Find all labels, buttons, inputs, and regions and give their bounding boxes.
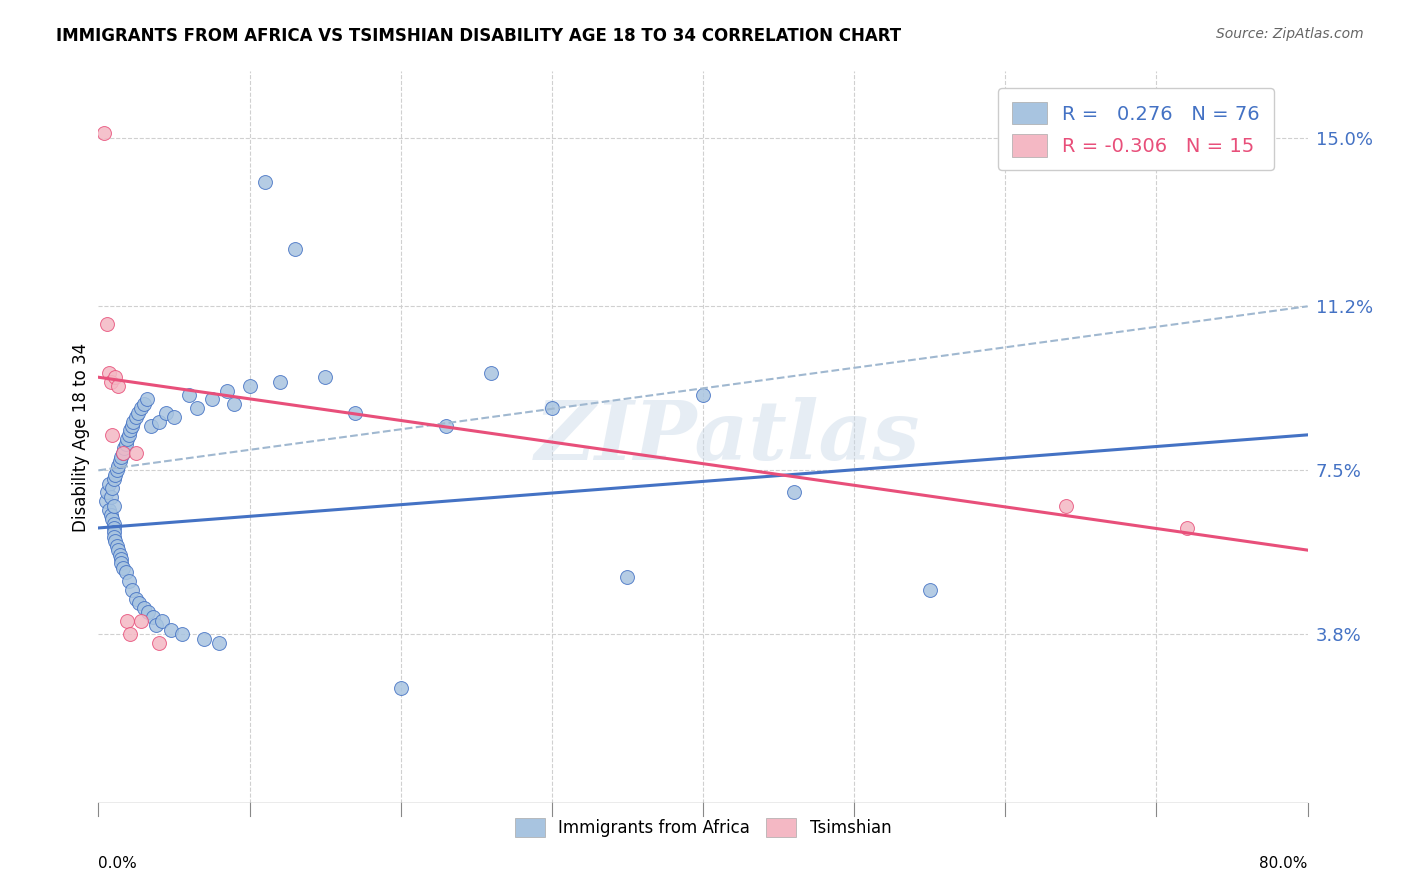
Point — [918, 582, 941, 597]
Text: 80.0%: 80.0% — [1260, 856, 1308, 871]
Point — [121, 582, 143, 597]
Point — [93, 127, 115, 141]
Point — [110, 450, 132, 464]
Point — [136, 605, 159, 619]
Text: ZIPatlas: ZIPatlas — [534, 397, 920, 477]
Point — [110, 557, 132, 571]
Point — [118, 428, 141, 442]
Point — [103, 525, 125, 540]
Point — [344, 406, 367, 420]
Point — [96, 485, 118, 500]
Point — [253, 175, 276, 189]
Point — [1175, 521, 1198, 535]
Point — [103, 499, 125, 513]
Point — [163, 410, 186, 425]
Point — [96, 317, 118, 331]
Point — [1054, 499, 1077, 513]
Point — [239, 379, 262, 393]
Point — [111, 445, 134, 459]
Point — [98, 476, 121, 491]
Point — [103, 516, 125, 531]
Point — [100, 508, 122, 522]
Point — [132, 397, 155, 411]
Point — [103, 530, 125, 544]
Point — [127, 406, 149, 420]
Legend: Immigrants from Africa, Tsimshian: Immigrants from Africa, Tsimshian — [506, 810, 900, 846]
Point — [98, 503, 121, 517]
Point — [141, 419, 163, 434]
Point — [145, 618, 167, 632]
Point — [110, 552, 132, 566]
Point — [148, 415, 170, 429]
Point — [284, 242, 307, 256]
Point — [481, 366, 503, 380]
Point — [132, 600, 155, 615]
Text: Source: ZipAtlas.com: Source: ZipAtlas.com — [1216, 27, 1364, 41]
Point — [115, 614, 138, 628]
Point — [114, 566, 136, 580]
Point — [208, 636, 231, 650]
Point — [101, 428, 124, 442]
Point — [104, 370, 127, 384]
Point — [125, 591, 148, 606]
Point — [111, 445, 134, 459]
Point — [104, 534, 127, 549]
Point — [107, 379, 129, 393]
Point — [105, 463, 128, 477]
Point — [120, 627, 142, 641]
Point — [179, 388, 201, 402]
Point — [105, 539, 128, 553]
Point — [125, 410, 148, 425]
Point — [616, 570, 638, 584]
Point — [314, 370, 336, 384]
Point — [107, 458, 129, 473]
Point — [129, 401, 152, 416]
Point — [148, 636, 170, 650]
Text: IMMIGRANTS FROM AFRICA VS TSIMSHIAN DISABILITY AGE 18 TO 34 CORRELATION CHART: IMMIGRANTS FROM AFRICA VS TSIMSHIAN DISA… — [56, 27, 901, 45]
Point — [434, 419, 457, 434]
Point — [108, 454, 131, 468]
Point — [201, 392, 224, 407]
Point — [129, 614, 152, 628]
Point — [100, 375, 122, 389]
Point — [121, 419, 143, 434]
Point — [269, 375, 291, 389]
Point — [115, 432, 138, 446]
Point — [104, 467, 127, 482]
Point — [111, 561, 134, 575]
Point — [135, 392, 157, 407]
Point — [108, 548, 131, 562]
Point — [150, 614, 173, 628]
Point — [101, 481, 124, 495]
Point — [122, 415, 145, 429]
Point — [692, 388, 714, 402]
Point — [128, 596, 150, 610]
Point — [155, 406, 177, 420]
Point — [540, 401, 562, 416]
Point — [100, 490, 122, 504]
Point — [114, 436, 136, 450]
Point — [142, 609, 165, 624]
Point — [101, 512, 124, 526]
Point — [94, 494, 117, 508]
Point — [186, 401, 208, 416]
Text: 0.0%: 0.0% — [98, 856, 138, 871]
Point — [103, 472, 125, 486]
Point — [103, 521, 125, 535]
Point — [783, 485, 806, 500]
Point — [389, 681, 412, 695]
Point — [224, 397, 246, 411]
Point — [160, 623, 183, 637]
Point — [98, 366, 121, 380]
Point — [215, 384, 238, 398]
Point — [193, 632, 215, 646]
Point — [170, 627, 193, 641]
Point — [107, 543, 129, 558]
Point — [120, 424, 142, 438]
Point — [112, 441, 135, 455]
Point — [118, 574, 141, 589]
Point — [125, 445, 148, 459]
Y-axis label: Disability Age 18 to 34: Disability Age 18 to 34 — [72, 343, 90, 532]
